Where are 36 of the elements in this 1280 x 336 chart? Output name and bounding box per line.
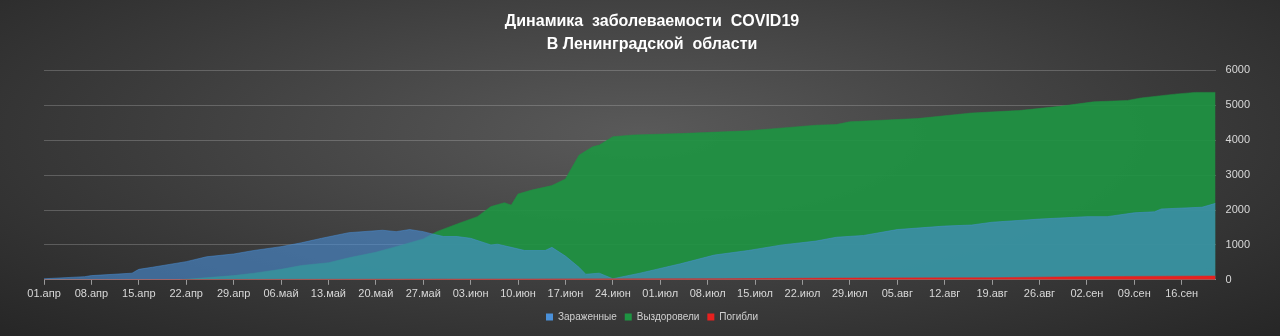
x-tick-label: 01.апр — [27, 287, 61, 300]
x-tick-label: 03.июн — [452, 287, 489, 300]
chart-title: Динамика заболеваемости COVID19 В Ленинградской области — [504, 12, 800, 53]
x-tick-label: 15.июл — [737, 287, 773, 300]
x-tick-label: 13.май — [310, 287, 346, 300]
y-tick-label: 0 — [1225, 272, 1232, 285]
x-tick-label: 15.апр — [122, 287, 156, 300]
x-tick-label: 24.июн — [594, 287, 631, 300]
y-tick-label: 1000 — [1225, 237, 1251, 250]
x-tick-label: 17.июн — [547, 287, 584, 300]
x-tick-label: 16.сен — [1165, 287, 1199, 300]
y-tick-label: 3000 — [1225, 168, 1251, 181]
x-tick-label: 02.сен — [1070, 287, 1104, 300]
x-tick-label: 08.июл — [689, 287, 726, 300]
x-tick-label: 09.сен — [1117, 287, 1151, 300]
legend-label: Выздоровели — [636, 310, 700, 322]
x-tick-label: 08.апр — [74, 287, 109, 300]
legend-label: Зараженные — [557, 310, 618, 322]
y-tick-label: 5000 — [1225, 98, 1251, 111]
x-tick-label: 06.май — [263, 287, 299, 300]
x-tick-label: 19.авг — [976, 287, 1008, 300]
x-tick-label: 22.июл — [784, 287, 821, 300]
x-tick-label: 12.авг — [929, 287, 961, 300]
legend-label: Погибли — [719, 310, 759, 322]
x-tick-label: 29.июл — [831, 287, 868, 300]
y-tick-label: 4000 — [1225, 133, 1251, 146]
x-tick-label: 27.май — [405, 287, 441, 300]
x-tick-label: 29.апр — [216, 287, 251, 300]
x-tick-label: 22.апр — [169, 287, 203, 300]
y-tick-label: 2000 — [1225, 203, 1251, 216]
y-tick-label: 6000 — [1225, 63, 1251, 76]
x-tick-label: 01.июл — [642, 287, 679, 300]
x-tick-label: 05.авг — [881, 287, 913, 300]
x-tick-label: 20.май — [358, 287, 394, 300]
x-tick-label: 26.авг — [1023, 287, 1056, 300]
x-tick-label: 10.июн — [500, 287, 536, 300]
